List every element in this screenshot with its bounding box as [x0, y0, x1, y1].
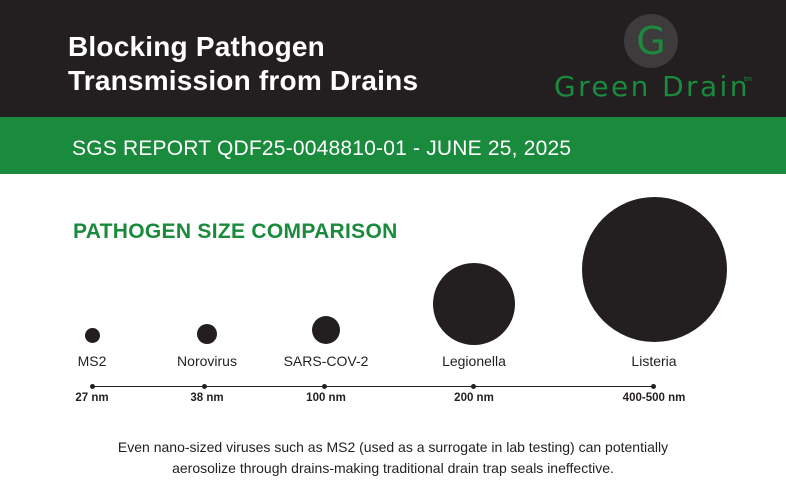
- pathogen-label: SARS-COV-2: [283, 353, 369, 369]
- logo-trademark: tm: [744, 76, 752, 83]
- pathogen-label: Legionella: [442, 353, 506, 369]
- pathogen-label: MS2: [77, 353, 107, 369]
- pathogen-circle-norovirus: [197, 324, 217, 344]
- pathogen-size: 27 nm: [75, 392, 109, 404]
- pathogen-size: 400-500 nm: [622, 392, 686, 404]
- pathogen-label: Listeria: [631, 353, 677, 369]
- report-band: [0, 117, 786, 174]
- footer-line-1: Even nano-sized viruses such as MS2 (use…: [117, 439, 669, 455]
- title-line-1: Blocking Pathogen: [68, 31, 325, 62]
- size-axis-line: [92, 386, 655, 387]
- pathogen-size: 38 nm: [190, 392, 224, 404]
- logo-g-icon: G: [624, 14, 678, 68]
- axis-marker: [202, 384, 207, 389]
- page-title: Blocking Pathogen Transmission from Drai…: [68, 30, 418, 98]
- pathogen-size: 100 nm: [306, 392, 346, 404]
- axis-marker: [322, 384, 327, 389]
- section-title: PATHOGEN SIZE COMPARISON: [73, 220, 398, 243]
- pathogen-size: 200 nm: [454, 392, 494, 404]
- axis-marker: [90, 384, 95, 389]
- title-line-2: Transmission from Drains: [68, 65, 419, 96]
- logo-wordmark: Green Drain: [554, 70, 750, 103]
- axis-marker: [651, 384, 656, 389]
- pathogen-circle-legionella: [433, 263, 515, 345]
- pathogen-circle-listeria: [582, 197, 727, 342]
- pathogen-circle-ms2: [85, 328, 100, 343]
- logo-letter: G: [636, 19, 666, 63]
- footer-line-2: aerosolize through drains-making traditi…: [172, 460, 614, 476]
- report-band-text: SGS REPORT QDF25-0048810-01 - JUNE 25, 2…: [72, 137, 572, 160]
- pathogen-circle-sars-cov-2: [312, 316, 340, 344]
- axis-marker: [471, 384, 476, 389]
- pathogen-label: Norovirus: [177, 353, 237, 369]
- footer-note: Even nano-sized viruses such as MS2 (use…: [0, 437, 786, 479]
